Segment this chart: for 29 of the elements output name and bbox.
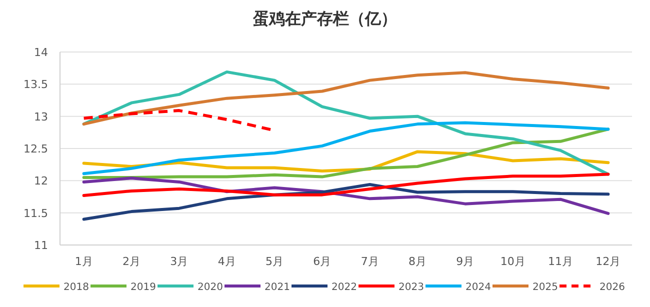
x-tick-label: 4月 xyxy=(218,255,236,268)
x-tick-label: 3月 xyxy=(170,255,188,268)
y-tick-label: 14 xyxy=(34,46,48,59)
x-tick-label: 5月 xyxy=(266,255,284,268)
y-tick-label: 11 xyxy=(34,239,48,252)
x-tick-label: 7月 xyxy=(360,255,379,268)
legend-label: 2020 xyxy=(198,282,223,293)
legend-label: 2021 xyxy=(264,282,290,293)
x-tick-label: 9月 xyxy=(456,255,474,268)
legend-label: 2026 xyxy=(600,282,625,293)
x-tick-label: 8月 xyxy=(408,255,426,268)
legend-label: 2022 xyxy=(332,282,357,293)
legend-label: 2024 xyxy=(466,282,491,293)
y-tick-label: 12.5 xyxy=(24,142,48,156)
y-tick-label: 13 xyxy=(34,110,48,124)
legend-label: 2025 xyxy=(532,282,558,293)
legend-label: 2019 xyxy=(130,282,156,293)
x-tick-label: 10月 xyxy=(500,255,526,268)
x-tick-label: 6月 xyxy=(313,255,332,268)
x-tick-label: 2月 xyxy=(122,255,140,268)
y-tick-label: 11.5 xyxy=(24,206,48,220)
x-tick-label: 12月 xyxy=(596,255,621,268)
chart-title: 蛋鸡在产存栏（亿） xyxy=(252,9,397,28)
x-tick-label: 11月 xyxy=(548,255,573,268)
x-tick-label: 1月 xyxy=(74,255,93,268)
y-tick-label: 13.5 xyxy=(24,78,48,92)
legend-label: 2018 xyxy=(64,282,89,293)
legend-label: 2023 xyxy=(398,282,424,293)
y-tick-label: 12 xyxy=(34,174,48,188)
